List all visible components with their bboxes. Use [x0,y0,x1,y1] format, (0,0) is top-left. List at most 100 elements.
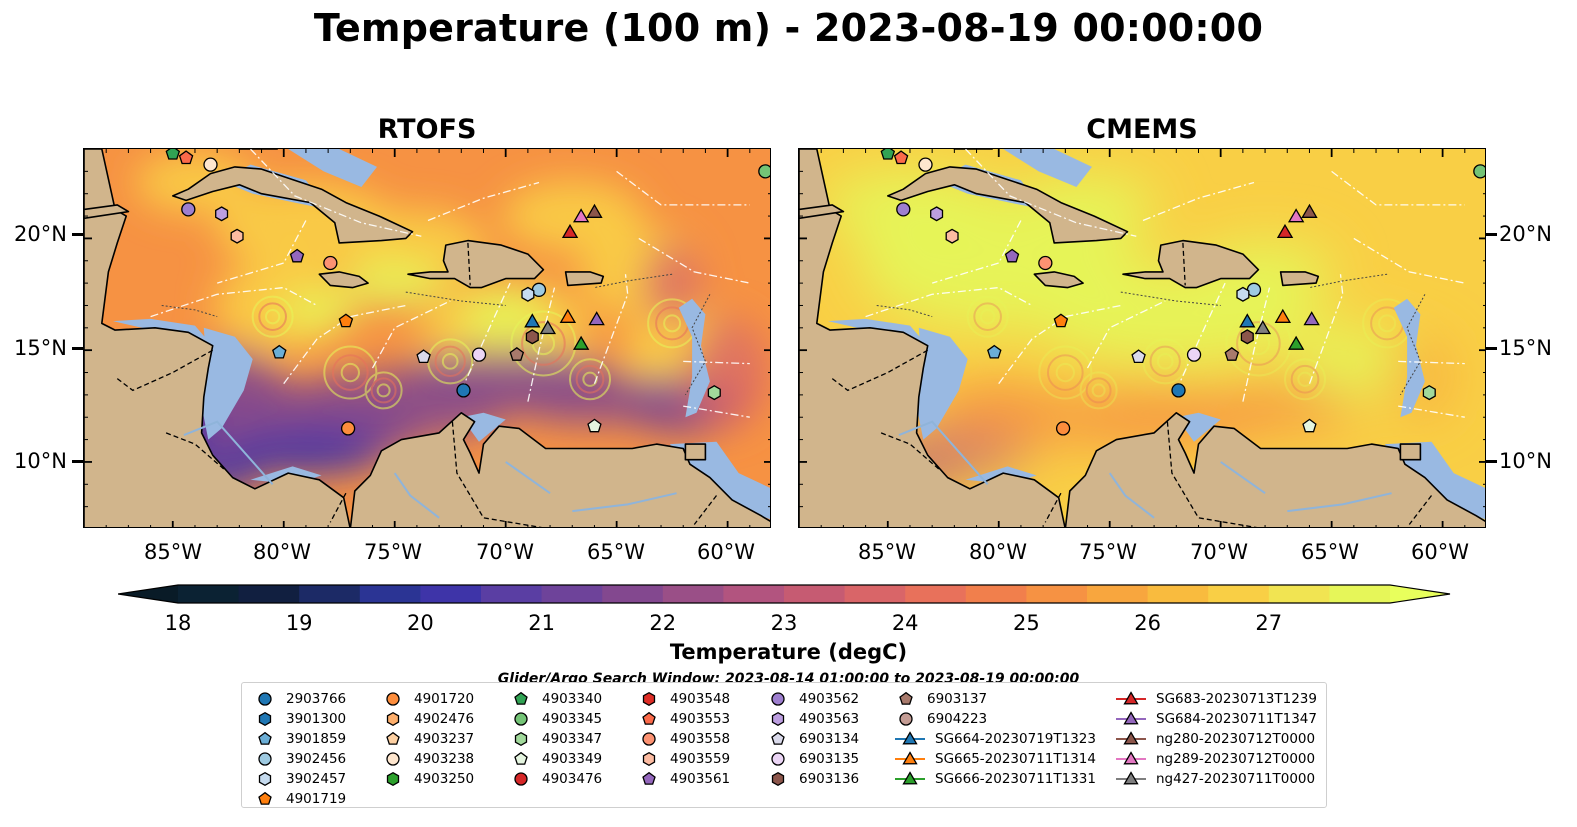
observation-marker[interactable] [945,228,959,244]
observation-marker[interactable] [1038,255,1053,271]
observation-marker[interactable] [1301,203,1318,218]
legend-item: 4903558 [638,729,730,749]
observation-marker[interactable] [1303,311,1320,326]
observation-marker[interactable] [987,344,1002,359]
observation-marker[interactable] [456,383,471,398]
colorbar-segment [359,585,421,603]
observation-marker[interactable] [893,150,909,165]
observation-marker[interactable] [525,329,539,345]
observation-marker[interactable] [572,208,590,223]
observation-marker[interactable] [416,349,431,364]
country-border [114,349,214,392]
observation-marker[interactable] [1287,208,1305,223]
observation-marker[interactable] [1053,313,1069,328]
observation-marker[interactable] [1473,164,1486,179]
observation-marker[interactable] [230,228,244,244]
legend-label: 4901719 [286,791,347,807]
legend-label: 4903340 [542,691,603,707]
observation-marker[interactable] [1239,313,1256,328]
observation-marker[interactable] [930,206,944,222]
observation-marker[interactable] [181,202,196,217]
observation-marker[interactable] [896,202,911,217]
observation-markers [880,149,1486,436]
observation-marker[interactable] [323,255,338,271]
observation-marker[interactable] [1236,286,1250,302]
observation-marker[interactable] [1287,335,1305,350]
legend-label: 3901300 [286,711,347,727]
legend-marker-icon [1116,691,1146,705]
observation-marker[interactable] [509,346,525,361]
legend-item: 4903562 [767,689,859,709]
country-border [467,242,471,286]
legend-hexagon-icon [642,751,656,767]
observation-marker[interactable] [338,313,354,328]
observation-marker[interactable] [1302,418,1317,433]
observation-marker[interactable] [539,320,557,335]
observation-marker[interactable] [524,313,541,328]
observation-marker[interactable] [561,223,579,239]
observation-marker[interactable] [1171,383,1186,398]
river-line [572,492,677,513]
observation-marker[interactable] [471,347,487,362]
rtofs-temperature-map[interactable] [83,148,771,528]
legend-triangle-icon [1123,691,1139,705]
eez-boundary [1353,237,1465,284]
legend-triangle-icon [1123,771,1139,785]
legend-marker-icon [895,771,925,785]
colorbar-tick-label: 21 [528,611,555,635]
eez-boundary [427,181,540,222]
observation-marker[interactable] [1274,308,1292,323]
legend-pentagon-icon [514,751,528,765]
lon-label-75w-cmems: 75°W [1079,540,1137,564]
observation-marker[interactable] [758,164,771,179]
observation-marker[interactable] [1422,385,1436,401]
observation-marker[interactable] [707,385,721,401]
lat-label-10n-right: 10°N [1499,449,1552,473]
observation-marker[interactable] [215,206,229,222]
observation-marker[interactable] [880,149,896,160]
observation-marker[interactable] [1224,346,1240,361]
observation-marker[interactable] [588,311,605,326]
legend-circle-icon [514,772,528,786]
observation-marker[interactable] [1276,223,1294,239]
legend-item: 6903137 [895,689,987,709]
legend-label: 4903345 [542,711,603,727]
river-line [1220,461,1266,495]
eez-boundary [998,304,1121,385]
observation-marker[interactable] [340,421,356,436]
observation-marker[interactable] [586,203,603,218]
observation-marker[interactable] [165,149,181,160]
observation-marker[interactable] [559,308,577,323]
observation-marker[interactable] [272,344,287,359]
observation-marker[interactable] [572,335,590,350]
river-line [505,461,551,495]
legend-label: 4903250 [414,771,475,787]
observation-marker[interactable] [289,248,305,263]
legend-pentagon-icon [514,691,528,705]
observation-marker[interactable] [587,418,602,433]
observation-marker[interactable] [1055,421,1071,436]
legend-item: 4903340 [510,689,602,709]
observation-marker[interactable] [918,157,933,172]
river-line [1287,492,1392,513]
observation-marker[interactable] [1004,248,1020,263]
legend-label: 4903238 [414,751,475,767]
legend-circle-icon [386,752,400,766]
colorbar-segment [178,585,240,603]
observation-marker[interactable] [1186,347,1202,362]
legend-marker-icon [1116,731,1146,745]
legend-label: SG665-20230711T1314 [935,751,1096,767]
observation-marker[interactable] [521,286,535,302]
legend-item: 3901859 [254,729,346,749]
legend-pentagon-icon [258,731,272,745]
legend-label: 4903548 [670,691,731,707]
observation-marker[interactable] [178,150,194,165]
observation-marker[interactable] [1240,329,1254,345]
country-border [880,432,942,472]
observation-marker[interactable] [1131,349,1146,364]
observation-marker[interactable] [1254,320,1272,335]
cmems-temperature-map[interactable] [798,148,1486,528]
observation-marker[interactable] [203,157,218,172]
colorbar-segment [965,585,1027,603]
land-southam [349,411,770,527]
